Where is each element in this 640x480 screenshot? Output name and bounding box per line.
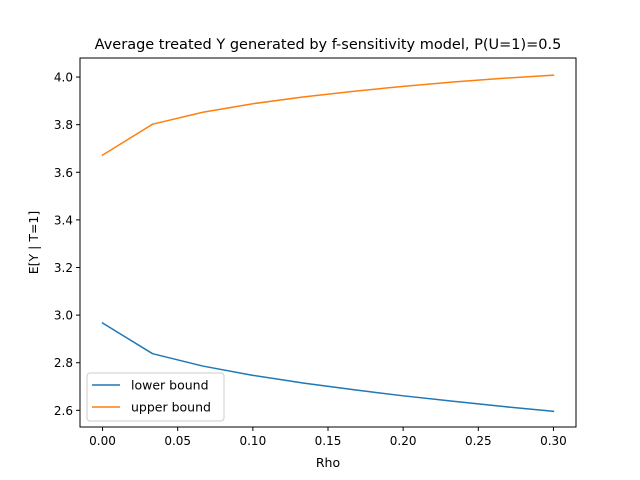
y-tick-label: 2.6 (54, 404, 73, 418)
legend-box (86, 372, 225, 422)
x-tick-label: 0.20 (390, 434, 417, 448)
series-line-upper-bound (101, 74, 555, 157)
y-axis-ticks: 2.6 2.8 3.0 3.2 3.4 3.6 3.8 4.0 (54, 71, 80, 418)
series-line-lower-bound (101, 321, 555, 413)
chart-title: Average treated Y generated by f-sensiti… (95, 37, 562, 53)
x-tick-label: 0.05 (164, 434, 191, 448)
x-axis-ticks: 0.00 0.05 0.10 0.15 0.20 0.25 0.30 (89, 427, 567, 448)
y-tick-label: 2.8 (54, 356, 73, 370)
y-tick-label: 4.0 (54, 71, 73, 85)
y-tick-label: 3.8 (54, 118, 73, 132)
x-axis-label: Rho (316, 455, 340, 470)
x-tick-label: 0.30 (540, 434, 567, 448)
legend: lower bound upper bound (86, 372, 225, 422)
legend-upper-bound-label: upper bound (131, 400, 211, 415)
x-tick-label: 0.15 (315, 434, 342, 448)
y-tick-label: 3.2 (54, 261, 73, 275)
plot-area-frame (79, 57, 577, 428)
plot-series-group (101, 74, 555, 413)
x-tick-label: 0.10 (239, 434, 266, 448)
y-tick-label: 3.0 (54, 309, 73, 323)
y-tick-label: 3.6 (54, 166, 73, 180)
x-tick-label: 0.00 (89, 434, 116, 448)
legend-lower-bound-label: lower bound (131, 378, 209, 393)
y-axis-label: E[Y | T=1] (26, 211, 41, 275)
x-tick-label: 0.25 (465, 434, 492, 448)
y-tick-label: 3.4 (54, 213, 73, 227)
